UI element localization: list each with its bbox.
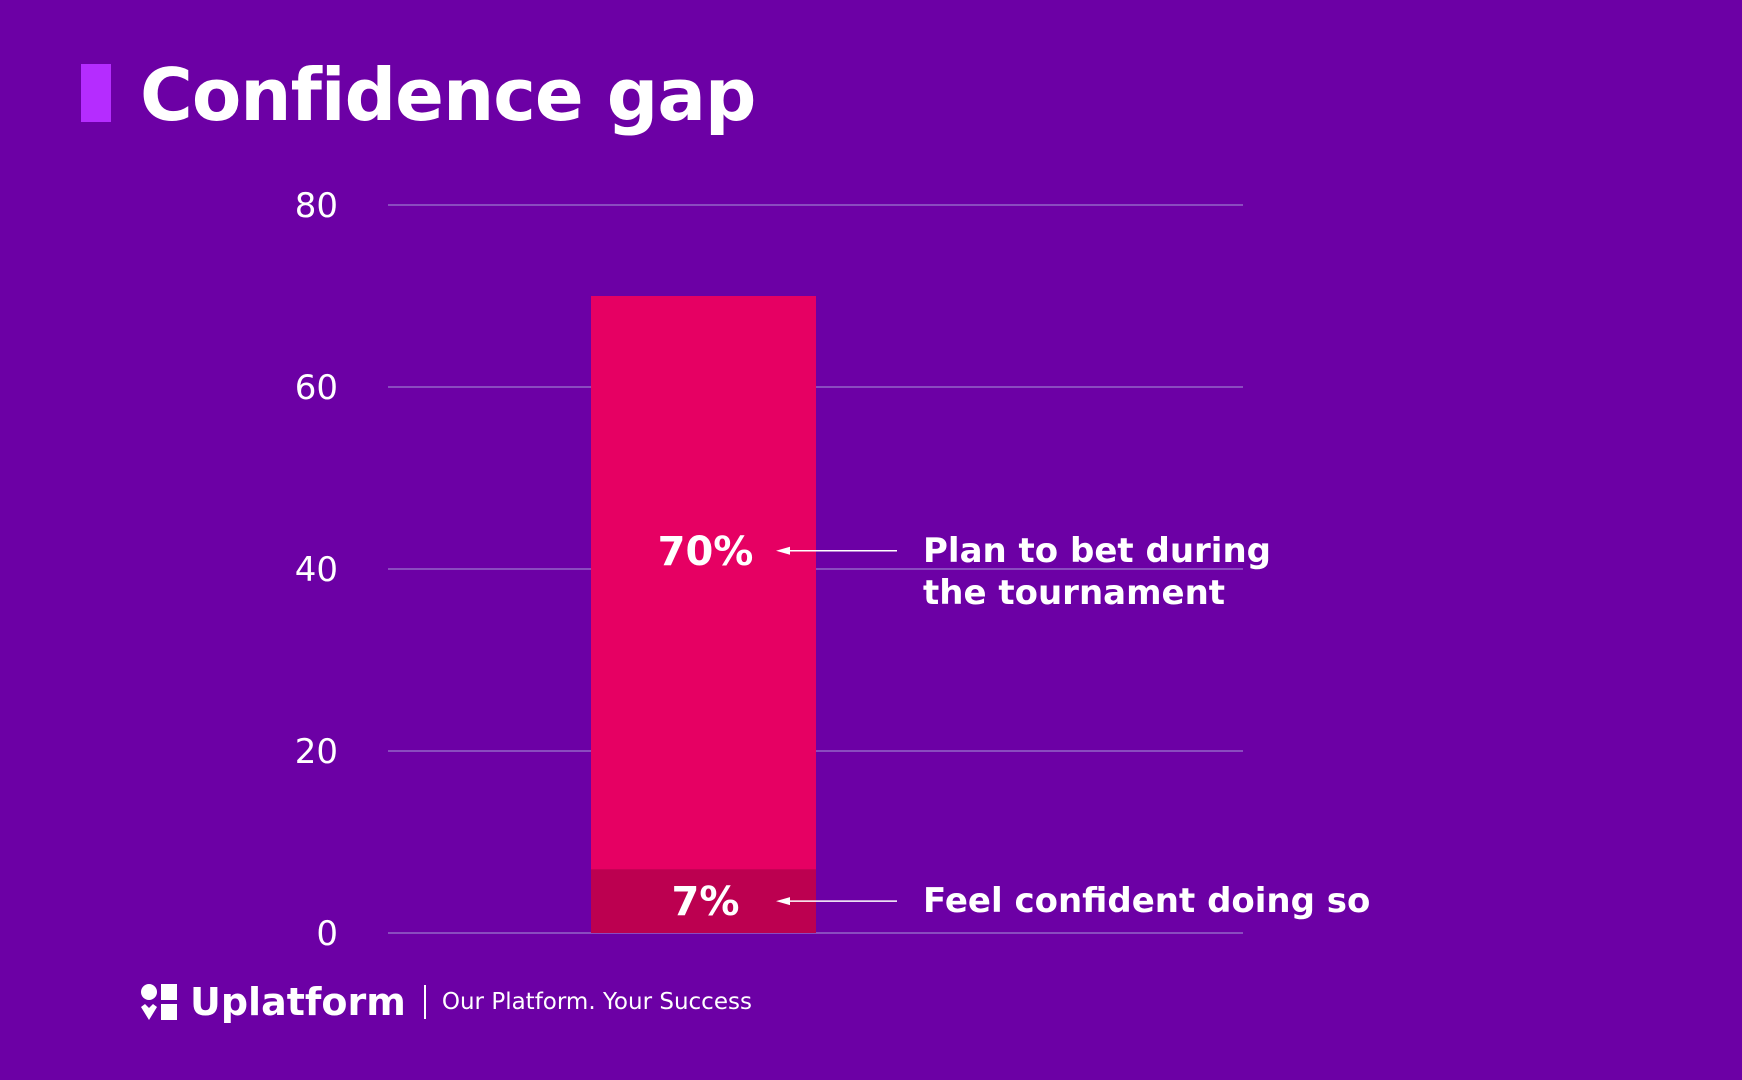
brand-name: Uplatform xyxy=(190,980,406,1024)
bar-value-label: 7% xyxy=(672,879,740,925)
bar-plan-to-bet xyxy=(591,296,816,933)
y-tick-label: 80 xyxy=(295,186,338,226)
title-accent-bar xyxy=(81,64,111,122)
annotation-text: Feel confident doing so xyxy=(923,881,1370,921)
uplatform-logo-icon xyxy=(141,984,177,1020)
bar-value-label: 70% xyxy=(658,529,754,575)
y-tick-label: 20 xyxy=(295,732,338,772)
value-labels: 70% 7% xyxy=(658,529,754,925)
page-title: Confidence gap xyxy=(140,53,756,137)
tagline: Our Platform. Your Success xyxy=(441,989,752,1015)
bars xyxy=(591,296,816,933)
footer: Uplatform Our Platform. Your Success xyxy=(140,978,752,1026)
annotation-text: Plan to bet during xyxy=(923,531,1271,571)
y-tick-label: 0 xyxy=(316,914,338,954)
y-tick-label: 40 xyxy=(295,550,338,590)
annotation-arrow-head xyxy=(776,897,790,906)
footer-divider xyxy=(423,985,426,1019)
y-axis-ticks: 0 20 40 60 80 xyxy=(295,186,338,954)
y-tick-label: 60 xyxy=(295,368,338,408)
annotation-arrow-head xyxy=(776,546,790,555)
annotation-text: the tournament xyxy=(923,573,1225,613)
